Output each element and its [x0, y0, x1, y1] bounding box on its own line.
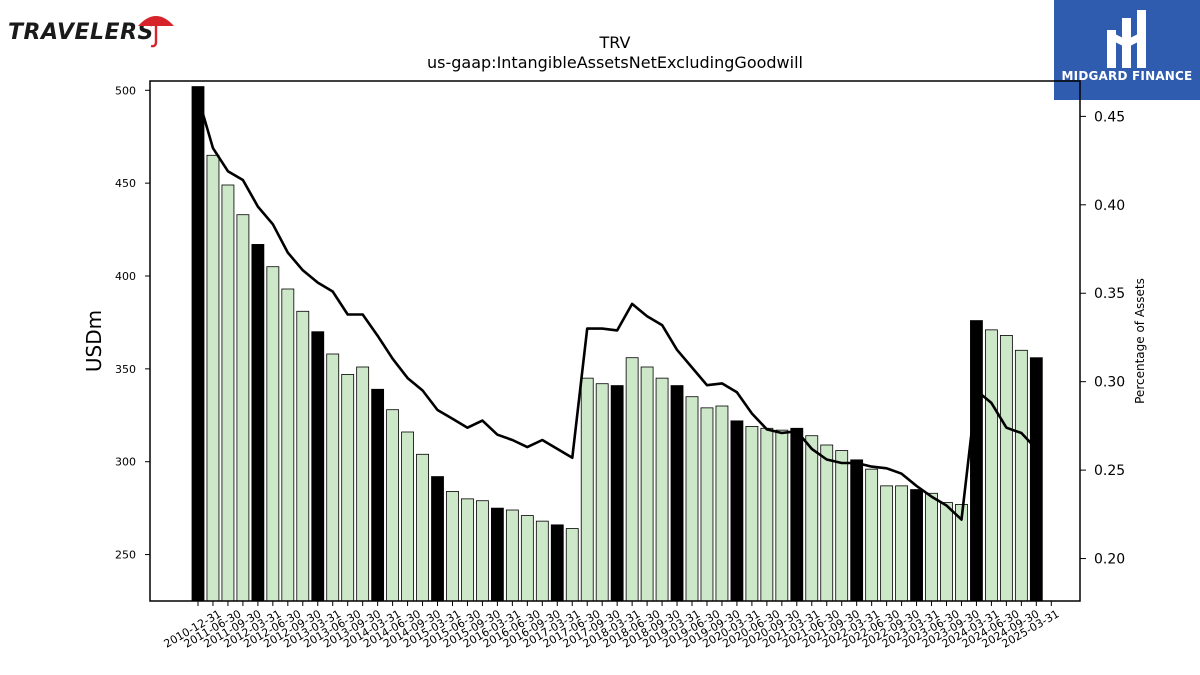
bar	[550, 524, 564, 602]
travelers-logo-text: TRAVELERS	[8, 20, 154, 45]
bar	[880, 485, 894, 602]
bar	[685, 396, 699, 602]
y-tick-label: 350	[115, 363, 136, 376]
bar	[925, 492, 938, 602]
bar	[266, 266, 280, 602]
bar	[850, 459, 864, 602]
bar	[476, 500, 489, 602]
bar	[805, 435, 819, 602]
y-tick-label: 500	[115, 84, 136, 97]
bar	[910, 489, 923, 602]
bar	[371, 388, 385, 602]
y-tick-label: 450	[115, 177, 136, 190]
midgard-mark-icon	[1107, 10, 1146, 68]
bar	[326, 353, 340, 602]
y2-axis-label: Percentage of Assets	[1133, 278, 1147, 404]
bar	[236, 214, 250, 602]
chart-subtitle: us-gaap:IntangibleAssetsNetExcludingGood…	[427, 53, 803, 72]
y2-tick-label: 0.45	[1094, 109, 1125, 125]
bar	[356, 366, 370, 602]
bar	[386, 409, 400, 602]
bar	[985, 329, 998, 602]
bar	[640, 366, 654, 602]
bar	[490, 507, 504, 602]
bar	[820, 444, 834, 602]
y2-tick-label: 0.30	[1094, 375, 1125, 391]
bar	[760, 427, 774, 602]
bar	[431, 476, 444, 602]
chart-title: TRV	[599, 33, 631, 52]
bar	[296, 310, 310, 602]
bar	[670, 385, 684, 602]
bar	[775, 429, 789, 602]
y-tick-label: 400	[115, 270, 136, 283]
bar	[416, 453, 429, 602]
bar	[625, 357, 639, 602]
y2-tick-label: 0.35	[1094, 286, 1125, 302]
y-tick-label: 250	[115, 549, 136, 562]
bar	[1029, 357, 1043, 602]
bar	[610, 385, 624, 602]
bar	[895, 485, 908, 602]
bar	[580, 377, 594, 602]
bar	[535, 520, 549, 602]
bar	[745, 426, 759, 602]
bar	[1014, 349, 1028, 602]
bar	[865, 468, 879, 602]
bar	[311, 331, 325, 602]
bar	[461, 498, 474, 602]
bar	[206, 154, 220, 602]
bar	[730, 420, 744, 602]
bar	[221, 184, 235, 602]
y2-tick-label: 0.20	[1094, 552, 1125, 568]
bar	[281, 288, 295, 602]
y-tick-label: 300	[115, 456, 136, 469]
y-axis-label: USDm	[82, 310, 106, 372]
y2-tick-label: 0.25	[1094, 463, 1125, 479]
percentage-line	[196, 96, 1038, 521]
midgard-finance-name: MIDGARD FINANCE	[1061, 69, 1193, 83]
bar	[520, 515, 534, 602]
travelers-logo: TRAVELERS	[8, 8, 178, 48]
bar	[700, 407, 714, 602]
umbrella-icon	[138, 16, 174, 48]
bar	[191, 86, 205, 602]
bar	[940, 502, 953, 602]
midgard-finance-logo: MIDGARD FINANCE	[1054, 0, 1200, 100]
bar	[401, 431, 414, 602]
bar	[565, 528, 579, 602]
bar	[835, 450, 849, 602]
bar	[446, 491, 459, 602]
bar	[715, 405, 729, 602]
bar	[790, 427, 804, 602]
bar	[970, 320, 983, 602]
plot-frame	[149, 80, 1081, 602]
y2-tick-label: 0.40	[1094, 198, 1125, 214]
bar	[505, 509, 519, 602]
bar	[251, 244, 265, 602]
bar	[999, 335, 1013, 602]
bar	[341, 374, 355, 602]
bar	[595, 383, 609, 602]
bar	[655, 377, 669, 602]
